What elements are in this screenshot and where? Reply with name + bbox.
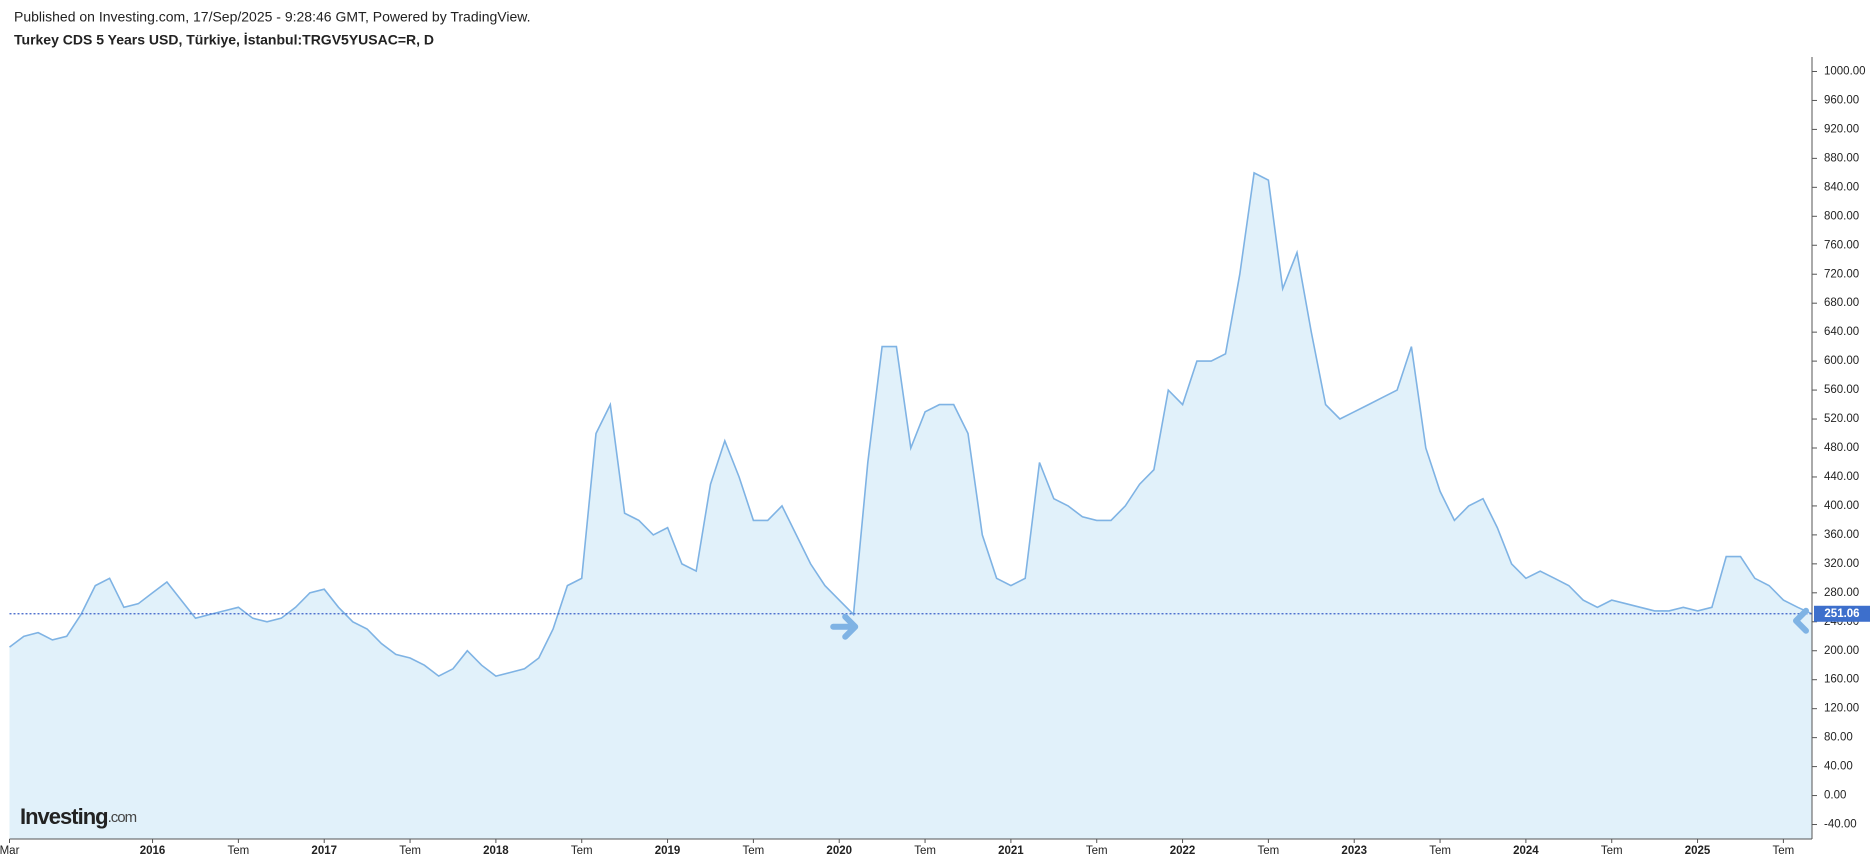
x-tick-label: Tem — [1086, 845, 1108, 857]
arrow-icon — [830, 613, 859, 640]
x-tick-label: 2023 — [1341, 845, 1367, 857]
x-tick-label: Tem — [1773, 845, 1795, 857]
y-tick-label: 280.00 — [1824, 587, 1859, 599]
x-tick-label: 2019 — [655, 845, 681, 857]
y-tick-label: 800.00 — [1824, 210, 1859, 222]
y-tick-label: 400.00 — [1824, 500, 1859, 512]
x-tick-label: Tem — [228, 845, 250, 857]
x-tick-label: 2024 — [1513, 845, 1539, 857]
y-tick-label: 720.00 — [1824, 268, 1859, 280]
y-tick-label: 880.00 — [1824, 152, 1859, 164]
plot: -40.000.0040.0080.00120.00160.00200.0024… — [0, 57, 1870, 857]
y-tick-label: 360.00 — [1824, 529, 1859, 541]
y-tick-label: 920.00 — [1824, 123, 1859, 135]
x-tick-label: Tem — [1258, 845, 1280, 857]
y-tick-label: 960.00 — [1824, 94, 1859, 106]
y-tick-label: 560.00 — [1824, 384, 1859, 396]
y-tick-label: 600.00 — [1824, 355, 1859, 367]
y-tick-label: 440.00 — [1824, 471, 1859, 483]
x-tick-label: Tem — [399, 845, 421, 857]
x-tick-label: Tem — [914, 845, 936, 857]
y-tick-label: 520.00 — [1824, 413, 1859, 425]
y-tick-label: 120.00 — [1824, 703, 1859, 715]
x-tick-label: 2018 — [483, 845, 509, 857]
y-tick-label: -40.00 — [1824, 819, 1857, 831]
watermark-suffix: .com — [108, 809, 137, 826]
y-tick-label: 200.00 — [1824, 645, 1859, 657]
y-tick-label: 1000.00 — [1824, 66, 1866, 78]
last-price-tag — [1814, 605, 1870, 622]
y-tick-label: 640.00 — [1824, 326, 1859, 338]
y-tick-label: 160.00 — [1824, 674, 1859, 686]
y-tick-label: 680.00 — [1824, 297, 1859, 309]
x-tick-label: 2017 — [311, 845, 337, 857]
x-tick-label: 2021 — [998, 845, 1024, 857]
y-tick-label: 80.00 — [1824, 732, 1853, 744]
watermark-brand: Investing — [20, 804, 108, 829]
x-tick-label: Tem — [571, 845, 593, 857]
x-tick-label: 2022 — [1170, 845, 1196, 857]
x-tick-label: 2020 — [826, 845, 852, 857]
y-tick-label: 840.00 — [1824, 181, 1859, 193]
y-tick-label: 320.00 — [1824, 558, 1859, 570]
x-tick-label: Tem — [743, 845, 765, 857]
x-tick-label: 2016 — [140, 845, 166, 857]
x-tick-label: Tem — [1601, 845, 1623, 857]
y-tick-label: 40.00 — [1824, 761, 1853, 773]
y-tick-label: 0.00 — [1824, 790, 1846, 802]
area-fill — [9, 172, 1812, 839]
x-tick-label: Tem — [1429, 845, 1451, 857]
y-tick-label: 480.00 — [1824, 442, 1859, 454]
x-tick-label: Mar — [0, 845, 20, 857]
x-tick-label: 2025 — [1685, 845, 1711, 857]
last-price-label: 251.06 — [1824, 608, 1859, 620]
chart-title: Turkey CDS 5 Years USD, Türkiye, İstanbu… — [14, 32, 434, 48]
y-tick-label: 760.00 — [1824, 239, 1859, 251]
line — [9, 171, 1813, 678]
arrow-icon — [1793, 607, 1809, 634]
watermark: Investing.com — [20, 804, 137, 829]
published-note: Published on Investing.com, 17/Sep/2025 … — [14, 9, 531, 25]
